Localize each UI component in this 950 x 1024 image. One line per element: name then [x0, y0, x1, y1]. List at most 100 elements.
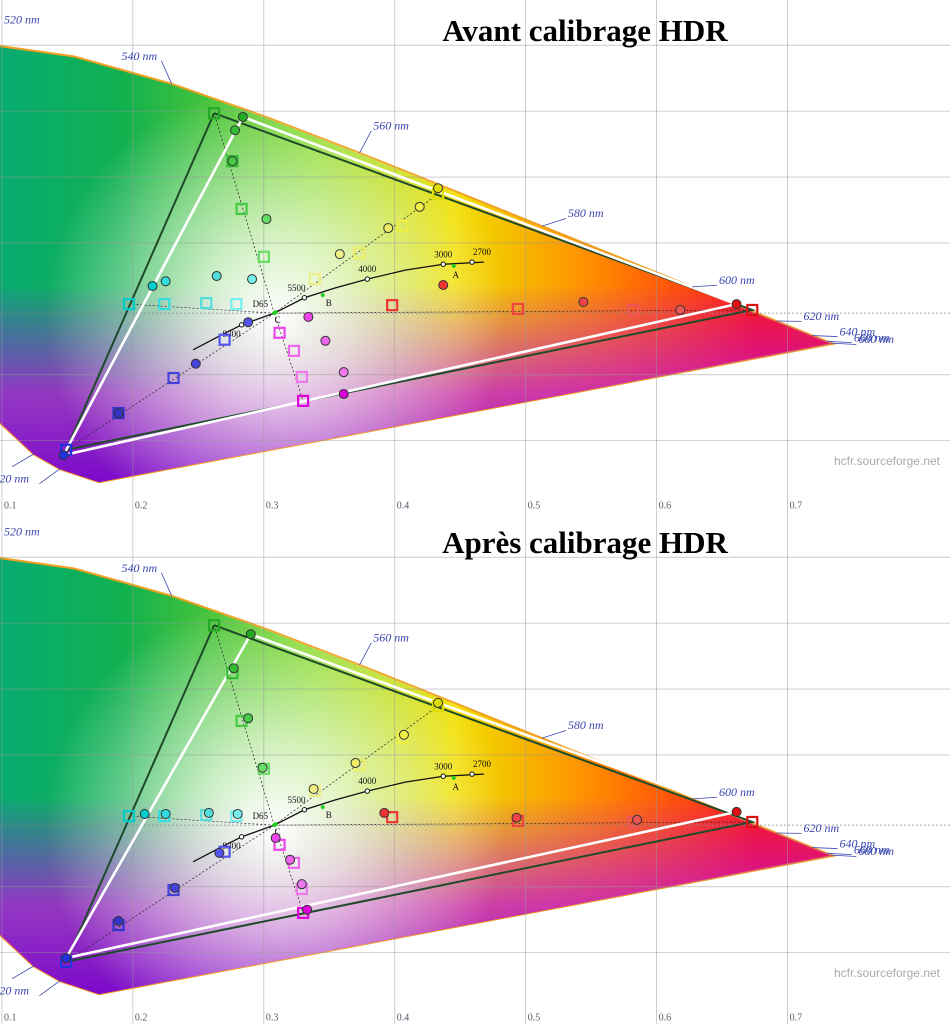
wavelength-leader [11, 453, 34, 468]
measured-point [228, 663, 239, 674]
cct-label: 2700 [473, 759, 492, 769]
measured-point [169, 882, 180, 893]
x-tick-label: 0.7 [790, 1012, 803, 1023]
measured-point [578, 296, 589, 307]
measured-point [296, 879, 307, 890]
wavelength-leader [826, 340, 852, 344]
wavelength-leader [541, 218, 567, 227]
wavelength-label: 20 nm [0, 472, 29, 486]
wavelength-leader [161, 572, 173, 597]
wavelength-leader [161, 60, 173, 85]
cct-label: 3000 [434, 249, 453, 259]
chart-title: Après calibrage HDR [442, 525, 728, 560]
target-point [297, 394, 310, 407]
cct-label: 4000 [358, 264, 377, 274]
target-gamut [64, 624, 756, 964]
cct-label: 2700 [473, 247, 492, 257]
cct-label: 9300 [223, 841, 242, 851]
measured-point [58, 450, 69, 461]
wavelength-label: 620 nm [803, 821, 839, 835]
measured-point [247, 274, 258, 285]
illuminant-label: B [326, 810, 332, 820]
cct-point [364, 788, 370, 794]
measured-point [160, 276, 171, 287]
measured-point [257, 762, 268, 773]
reference-line [65, 312, 275, 451]
cct-label: 5500 [287, 795, 306, 805]
x-tick-label: 0.6 [659, 1012, 672, 1023]
measured-point [433, 183, 444, 194]
x-tick-label: 0.5 [528, 500, 541, 511]
wavelength-leader [39, 468, 60, 485]
wavelength-leader [541, 730, 567, 739]
wavelength-label: 620 nm [803, 309, 839, 323]
measured-point [675, 304, 686, 315]
wavelength-label: 560 nm [373, 631, 409, 645]
cct-point [238, 834, 245, 840]
wavelength-label: 580 nm [568, 206, 604, 220]
cct-point [469, 771, 475, 777]
cct-label: 9300 [223, 329, 242, 339]
measured-gamut [63, 633, 742, 960]
measured-point [139, 808, 150, 819]
measured-point [511, 812, 522, 823]
wavelength-label: 600 nm [719, 273, 755, 287]
target-point [353, 246, 366, 260]
target-point [167, 371, 180, 385]
target-point [122, 298, 136, 311]
wavelength-label: 640 nm [839, 836, 875, 850]
wavelength-leader [39, 980, 60, 997]
wavelength-leader [11, 965, 34, 980]
target-point [200, 296, 213, 310]
cct-label: 5500 [287, 283, 306, 293]
wavelength-leader [826, 852, 852, 856]
content: 0.1 0.2 0.3 0.4 0.5 0.6 0.7 9300 5500 4000 3000 270… [0, 0, 950, 512]
blackbody-curve [192, 261, 484, 351]
measured-point [379, 807, 390, 818]
measured-point [214, 847, 225, 858]
illuminant-label: D65 [253, 299, 269, 309]
wavelength-label: 640 nm [839, 324, 875, 338]
illuminant-point [320, 293, 325, 298]
measured-point [237, 111, 248, 122]
measured-point [731, 299, 742, 310]
target-gamut [64, 112, 756, 452]
measured-point [203, 807, 214, 818]
target-point [273, 326, 286, 339]
x-tick-label: 0.6 [659, 500, 672, 511]
x-tick-label: 0.4 [397, 500, 410, 511]
wavelength-label: 660 nm [854, 842, 890, 856]
target-point [158, 298, 171, 311]
target-point [207, 619, 221, 632]
illuminant-label: B [326, 298, 332, 308]
target-point [627, 303, 640, 317]
measured-point [438, 279, 449, 290]
target-point [218, 333, 231, 346]
target-point [122, 810, 136, 823]
locus-white [0, 46, 834, 483]
measured-point [632, 814, 643, 825]
x-tick-label: 0.2 [135, 500, 148, 511]
cct-point [364, 276, 370, 282]
measured-point [232, 808, 243, 819]
wavelength-label: 580 nm [568, 718, 604, 732]
target-point [396, 219, 409, 233]
measured-point [227, 156, 238, 167]
chart-title: Avant calibrage HDR [442, 13, 728, 48]
measured-point [61, 953, 72, 964]
measured-point [383, 223, 394, 234]
target-point [386, 299, 399, 312]
illuminant-label: C [275, 827, 281, 837]
footer: hcfr.sourceforge.net [834, 966, 941, 980]
measured-point [731, 806, 742, 817]
x-tick-label: 0.7 [790, 500, 803, 511]
cct-label: 3000 [434, 761, 453, 771]
wavelength-label: 660 nm [854, 330, 890, 344]
locus-white [0, 558, 834, 995]
measured-point [243, 317, 254, 328]
illuminant-point [273, 310, 278, 315]
wavelength-leader [812, 335, 838, 337]
measured-point [398, 729, 409, 740]
measured-point [338, 388, 349, 399]
measured-point [113, 915, 124, 926]
